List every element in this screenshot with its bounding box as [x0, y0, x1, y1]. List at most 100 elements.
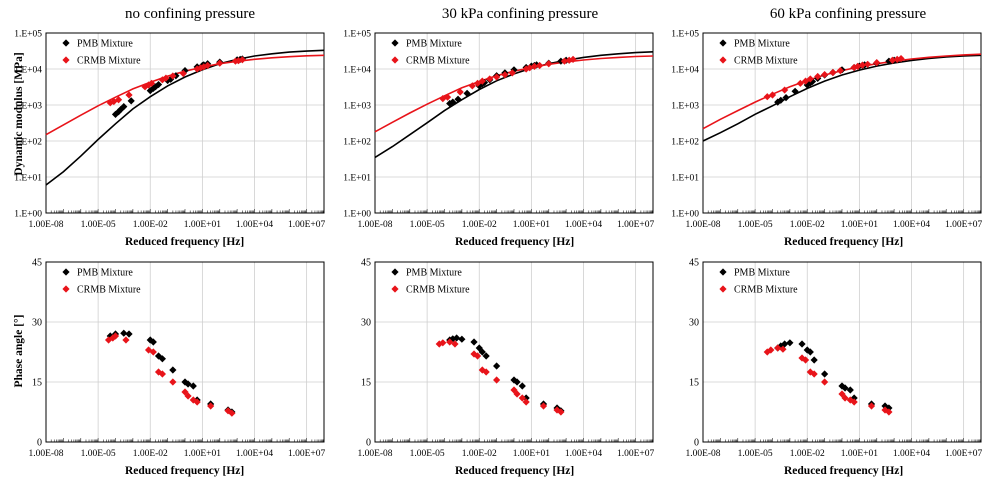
- pmb-data-point: [774, 98, 782, 106]
- crmb-data-point: [854, 62, 862, 71]
- y-tick-label: 30: [32, 318, 42, 329]
- crmb-data-point: [796, 79, 804, 87]
- pmb-data-point: [149, 338, 157, 346]
- x-tick-label: 1.00E+01: [513, 449, 551, 459]
- crmb-data-point: [858, 61, 867, 69]
- x-axis-label-top-1: Reduced frequency [Hz]: [125, 236, 245, 248]
- x-tick-label: 1.00E-02: [133, 220, 168, 230]
- plot-area-frame: [374, 32, 654, 214]
- crmb-data-point: [569, 55, 577, 63]
- x-tick-label: 1.00E+07: [617, 220, 655, 230]
- y-tick-label: 0: [37, 438, 42, 449]
- x-tick-label: 1.00E+04: [893, 449, 931, 459]
- panel-title-no-confining: no confining pressure: [125, 6, 255, 22]
- legend-crmb-marker: [62, 56, 70, 64]
- crmb-data-point: [850, 398, 858, 406]
- crmb-data-point: [158, 370, 166, 378]
- crmb-data-point: [228, 409, 236, 417]
- x-tick-label: 1.00E+07: [945, 220, 983, 230]
- x-tick-label: 1.00E-08: [685, 220, 720, 230]
- y-tick-label: 1.E+04: [14, 66, 42, 76]
- legend-pmb-marker: [391, 39, 399, 47]
- legend-pmb-label: PMB Mixture: [77, 268, 133, 279]
- crmb-data-point: [539, 402, 548, 410]
- pmb-data-point: [158, 355, 166, 363]
- pmb-data-point: [154, 80, 163, 89]
- x-tick-label: 1.00E-05: [410, 220, 445, 230]
- y-tick-label: 1.E+02: [343, 138, 371, 148]
- legend-pmb-label: PMB Mixture: [406, 39, 462, 50]
- crmb-data-point: [456, 88, 464, 96]
- legend-crmb-label: CRMB Mixture: [406, 56, 470, 67]
- crmb-data-point: [184, 392, 192, 400]
- crmb-data-point: [806, 75, 814, 83]
- crmb-data-point: [501, 71, 509, 79]
- x-axis-label-bottom-2: Reduced frequency [Hz]: [455, 465, 575, 477]
- legend-pmb-label: PMB Mixture: [406, 268, 462, 279]
- plot-area-frame: [374, 261, 654, 443]
- y-tick-label: 1.E+03: [343, 102, 371, 112]
- x-axis-label-top-3: Reduced frequency [Hz]: [784, 236, 904, 248]
- y-tick-label: 1.E+00: [14, 210, 42, 220]
- legend-pmb-label: PMB Mixture: [734, 39, 790, 50]
- pmb-fit-curve: [702, 54, 982, 142]
- legend-crmb-marker: [719, 56, 727, 64]
- legend-crmb-label: CRMB Mixture: [734, 285, 798, 296]
- crmb-data-point: [508, 69, 516, 77]
- crmb-data-point: [850, 63, 858, 72]
- crmb-data-point: [801, 77, 810, 85]
- x-tick-label: 1.00E-05: [738, 449, 773, 459]
- y-tick-label: 45: [689, 258, 699, 269]
- x-axis-label-bottom-1: Reduced frequency [Hz]: [125, 465, 245, 477]
- pmb-data-point: [821, 370, 829, 378]
- x-tick-label: 1.00E+04: [893, 220, 931, 230]
- y-tick-label: 15: [361, 378, 371, 389]
- y-tick-label: 1.E+01: [671, 174, 699, 184]
- x-tick-label: 1.00E+04: [565, 220, 603, 230]
- crmb-data-point: [169, 72, 177, 80]
- crmb-data-point: [897, 54, 905, 63]
- x-tick-label: 1.00E-02: [462, 220, 497, 230]
- legend-pmb-marker: [719, 268, 727, 276]
- x-tick-label: 1.00E+04: [236, 220, 274, 230]
- x-tick-label: 1.00E+01: [184, 449, 222, 459]
- x-tick-label: 1.00E-08: [357, 449, 392, 459]
- x-tick-label: 1.00E-05: [81, 449, 116, 459]
- pmb-data-point: [885, 57, 893, 65]
- crmb-data-point: [204, 61, 212, 70]
- legend-crmb-marker: [391, 285, 399, 293]
- crmb-data-point: [162, 74, 170, 82]
- crmb-data-point: [493, 376, 501, 384]
- pmb-data-point: [493, 362, 501, 370]
- legend-crmb-marker: [391, 56, 399, 64]
- crmb-data-point: [468, 82, 476, 90]
- pmb-data-point: [120, 103, 128, 111]
- crmb-data-point: [473, 79, 482, 87]
- legend-crmb-marker: [719, 285, 727, 293]
- x-tick-label: 1.00E-05: [81, 220, 116, 230]
- pmb-data-point: [810, 356, 818, 364]
- crmb-data-point: [768, 91, 777, 99]
- crmb-data-point: [482, 368, 490, 376]
- y-tick-label: 30: [361, 318, 371, 329]
- crmb-data-point: [518, 394, 526, 402]
- crmb-data-point: [841, 394, 849, 402]
- x-axis-label-top-2: Reduced frequency [Hz]: [455, 236, 575, 248]
- crmb-data-point: [821, 378, 829, 386]
- x-tick-label: 1.00E-05: [738, 220, 773, 230]
- x-tick-label: 1.00E+01: [841, 449, 879, 459]
- pmb-data-point: [522, 394, 530, 402]
- pmb-data-point: [782, 94, 790, 102]
- y-tick-label: 30: [689, 318, 699, 329]
- x-tick-label: 1.00E+01: [184, 220, 222, 230]
- x-axis-label-bottom-3: Reduced frequency [Hz]: [784, 465, 904, 477]
- crmb-data-point: [224, 407, 232, 415]
- y-tick-label: 0: [366, 438, 371, 449]
- pmb-data-point: [114, 108, 123, 116]
- y-tick-label: 1.E+04: [671, 66, 699, 76]
- x-tick-label: 1.00E+04: [565, 449, 603, 459]
- x-tick-label: 1.00E-08: [357, 220, 392, 230]
- pmb-fit-curve: [45, 49, 325, 186]
- crmb-data-point: [522, 65, 530, 73]
